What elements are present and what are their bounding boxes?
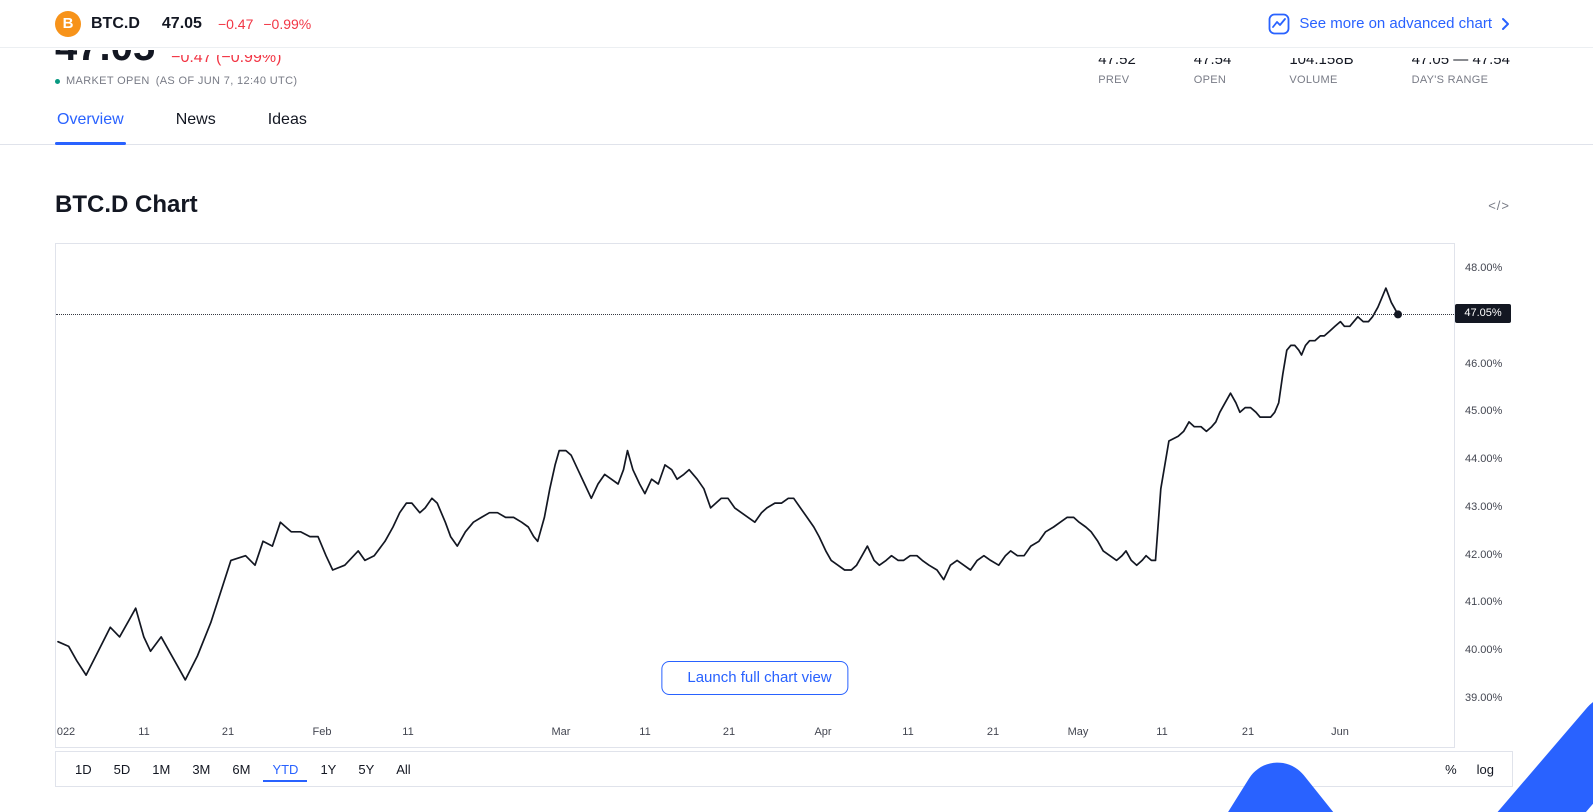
stat-label: VOLUME xyxy=(1289,74,1338,86)
market-status-detail: (AS OF JUN 7, 12:40 UTC) xyxy=(155,75,298,87)
launch-full-chart-button[interactable]: Launch full chart view xyxy=(661,661,1593,812)
symbol-change: −0.47 −0.99% xyxy=(218,16,311,32)
advanced-chart-link-label: See more on advanced chart xyxy=(1299,15,1492,32)
x-axis-tick: 11 xyxy=(138,726,150,738)
stat-day-s-range: 47.05 — 47.54 DAY'S RANGE xyxy=(1412,58,1510,86)
big-change-clipped: −0.47 (−0.99%) xyxy=(171,55,281,68)
market-status-line: MARKET OPEN (AS OF JUN 7, 12:40 UTC) xyxy=(55,75,297,87)
change-percent: −0.99% xyxy=(263,15,312,32)
x-axis-tick: 21 xyxy=(722,726,736,738)
stat-value: 47.52 xyxy=(1098,58,1136,68)
market-open-dot-icon xyxy=(55,78,60,84)
stat-value-clipped: 104.158B xyxy=(1289,58,1353,69)
x-axis-tick: May xyxy=(1067,726,1089,738)
symbol-tabs: Overview News Ideas xyxy=(0,99,1593,145)
embed-code-icon[interactable]: </> xyxy=(1488,197,1510,213)
y-axis-tick: 48.00% xyxy=(1465,262,1503,274)
range-5d-button[interactable]: 5D xyxy=(113,761,131,777)
stat-value-clipped: 47.54 xyxy=(1194,58,1232,69)
y-axis-tick: 39.00% xyxy=(1465,692,1503,704)
y-axis-tick: 41.00% xyxy=(1465,596,1503,608)
x-axis-tick: Mar xyxy=(551,726,571,738)
percent-scale-button[interactable]: % xyxy=(1445,761,1457,777)
y-axis-tick: 45.00% xyxy=(1465,405,1503,417)
range-5y-button[interactable]: 5Y xyxy=(358,761,375,777)
stat-volume: 104.158B VOLUME xyxy=(1289,58,1353,86)
bitcoin-icon: B xyxy=(55,10,81,37)
range-all-button[interactable]: All xyxy=(396,761,411,777)
tab-news[interactable]: News xyxy=(175,111,216,128)
range-1d-button[interactable]: 1D xyxy=(75,761,92,777)
log-scale-button[interactable]: log xyxy=(1476,761,1494,777)
x-axis-tick: 022 xyxy=(56,726,76,738)
x-axis-tick: 21 xyxy=(221,726,235,738)
y-axis-tick: 46.00% xyxy=(1465,358,1503,370)
stat-label: OPEN xyxy=(1193,74,1227,86)
advanced-chart-link[interactable]: See more on advanced chart xyxy=(1268,13,1510,35)
scale-buttons: % log xyxy=(1445,762,1502,777)
big-price: 47.05 xyxy=(55,50,155,68)
x-axis-tick: Feb xyxy=(312,726,332,738)
symbol-price: 47.05 xyxy=(161,14,202,32)
last-price-badge: 47.05% xyxy=(1455,304,1511,323)
y-axis-tick: 40.00% xyxy=(1465,644,1503,656)
tab-overview[interactable]: Overview xyxy=(55,99,126,145)
range-6m-button[interactable]: 6M xyxy=(232,761,251,777)
date-range-buttons: 1D 5D 1M 3M 6M YTD 1Y 5Y All xyxy=(66,757,420,782)
stat-value-clipped: 47.05 — 47.54 xyxy=(1412,58,1510,69)
range-ytd-button[interactable]: YTD xyxy=(263,757,308,782)
stat-value: 104.158B xyxy=(1289,58,1354,68)
change-value: −0.47 xyxy=(217,15,254,32)
y-axis-tick: 44.00% xyxy=(1465,453,1503,465)
chevron-right-icon xyxy=(1501,17,1510,31)
stat-open: 47.54 OPEN xyxy=(1194,58,1232,86)
chart-range-toolbar: 1D 5D 1M 3M 6M YTD 1Y 5Y All % log xyxy=(55,751,1513,787)
x-axis-tick: Jun xyxy=(1331,726,1349,738)
symbol-sticky-header: B BTC.D 47.05 −0.47 −0.99% See more on a… xyxy=(0,0,1593,48)
stat-label: PREV xyxy=(1098,74,1130,86)
x-axis-tick: Apr xyxy=(814,726,832,738)
x-axis-tick: 11 xyxy=(639,726,651,738)
page-title: BTC.D Chart xyxy=(55,191,198,218)
stat-label: DAY'S RANGE xyxy=(1411,74,1489,86)
symbol-summary: 47.05 −0.47 (−0.99%) MARKET OPEN (AS OF … xyxy=(0,48,1593,95)
x-axis-tick: 11 xyxy=(402,726,414,738)
last-price-dotted-line xyxy=(56,314,1454,315)
x-axis-tick: 21 xyxy=(1241,726,1255,738)
key-stats-row: 47.52 PREV 47.54 OPEN 104.158B VOLUME 47.05 — … xyxy=(1098,58,1510,87)
stat-prev: 47.52 PREV xyxy=(1098,58,1136,86)
stat-value-clipped: 47.52 xyxy=(1098,58,1136,69)
symbol-name: BTC.D xyxy=(91,14,140,32)
y-axis-tick: 43.00% xyxy=(1465,501,1503,513)
tab-ideas[interactable]: Ideas xyxy=(267,111,307,128)
market-status: MARKET OPEN xyxy=(66,75,150,87)
stat-value: 47.54 xyxy=(1193,58,1232,68)
price-axis[interactable]: 47.05% 48.00%47.00%46.00%45.00%44.00%43.… xyxy=(1455,243,1513,748)
price-chart-plot[interactable]: Launch full chart view 022 11 21 Feb 11 Mar 11… xyxy=(55,243,1593,812)
big-price-clipped: 47.05 xyxy=(55,50,155,68)
launch-full-chart-label: Launch full chart view xyxy=(687,669,832,686)
stat-value: 47.05 — 47.54 xyxy=(1411,58,1510,68)
big-change: −0.47 (−0.99%) xyxy=(171,55,282,66)
range-1y-button[interactable]: 1Y xyxy=(320,761,337,777)
range-3m-button[interactable]: 3M xyxy=(192,761,211,777)
range-1m-button[interactable]: 1M xyxy=(152,761,171,777)
x-axis-tick: 11 xyxy=(902,726,914,738)
y-axis-tick: 42.00% xyxy=(1465,549,1503,561)
x-axis-tick: 21 xyxy=(986,726,1000,738)
x-axis-tick: 11 xyxy=(1156,726,1168,738)
chart-frame-icon xyxy=(1268,13,1290,35)
